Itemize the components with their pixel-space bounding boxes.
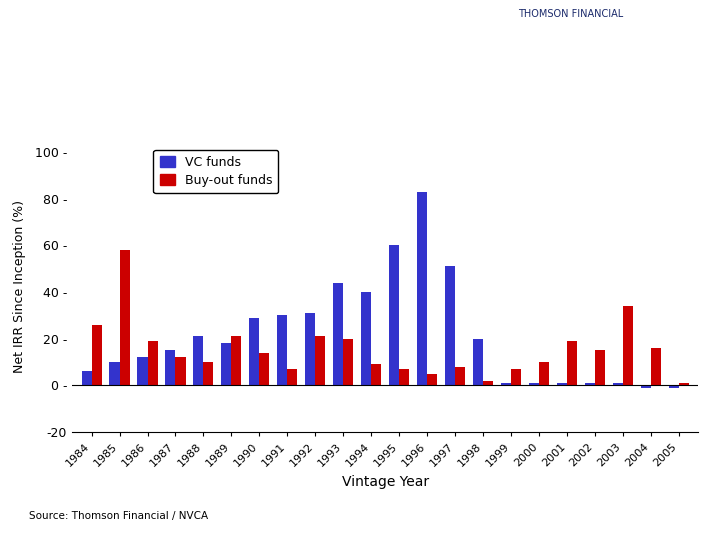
Bar [343, 339, 354, 386]
Bar [305, 313, 315, 386]
Bar [221, 343, 231, 386]
Bar [679, 383, 689, 386]
Bar [473, 339, 483, 386]
Bar [567, 341, 577, 386]
Bar [445, 266, 455, 386]
Bar [595, 350, 605, 386]
Bar [539, 362, 549, 386]
Bar [529, 383, 539, 386]
Bar [669, 386, 679, 388]
Bar [166, 350, 176, 386]
Bar [81, 372, 91, 386]
Bar [511, 369, 521, 386]
Text: Cumulative IRRs by Vintage Year as of 30-Jun-06: Cumulative IRRs by Vintage Year as of 30… [29, 56, 445, 71]
Bar [417, 192, 427, 386]
Bar [148, 341, 158, 386]
Bar [585, 383, 595, 386]
Bar [194, 336, 204, 386]
Bar [361, 292, 372, 386]
Bar [501, 383, 511, 386]
Text: 29: 29 [679, 45, 698, 60]
Bar [399, 369, 409, 386]
Bar [389, 245, 399, 386]
X-axis label: Vintage Year: Vintage Year [341, 475, 429, 489]
Bar [623, 306, 633, 386]
Bar [372, 364, 382, 386]
Bar [120, 250, 130, 386]
Bar [138, 357, 148, 386]
Bar [231, 336, 241, 386]
Bar [204, 362, 214, 386]
Bar [259, 353, 269, 386]
Y-axis label: Net IRR Since Inception (%): Net IRR Since Inception (%) [14, 200, 27, 373]
Bar [641, 386, 651, 388]
Bar [109, 362, 120, 386]
Bar [483, 381, 493, 386]
Bar [427, 374, 437, 386]
Text: US Private Equity: US Private Equity [29, 34, 179, 49]
Text: THOMSON FINANCIAL: THOMSON FINANCIAL [518, 9, 624, 19]
Bar [557, 383, 567, 386]
Bar [651, 348, 661, 386]
Bar [277, 315, 287, 386]
Bar [455, 367, 465, 386]
Bar [91, 325, 102, 386]
Legend: VC funds, Buy-out funds: VC funds, Buy-out funds [153, 150, 279, 193]
Bar [315, 336, 325, 386]
Bar [287, 369, 297, 386]
Text: Source: Thomson Financial / NVCA: Source: Thomson Financial / NVCA [29, 511, 208, 521]
Bar [249, 318, 259, 386]
Bar [333, 283, 343, 386]
Bar [613, 383, 623, 386]
Bar [176, 357, 186, 386]
